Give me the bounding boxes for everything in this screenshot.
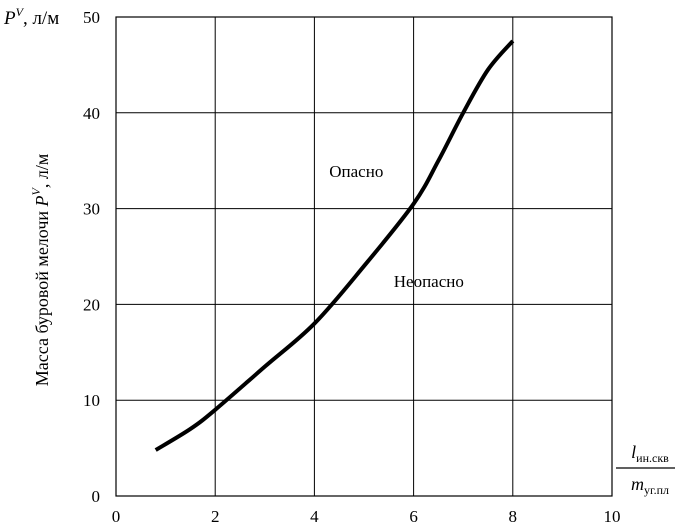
x-tick-label: 2	[211, 507, 220, 526]
region-annotation: Опасно	[329, 162, 383, 181]
y-tick-label: 40	[83, 104, 100, 123]
y-tick-label: 0	[92, 487, 101, 506]
y-tick-label: 10	[83, 391, 100, 410]
series-line	[154, 39, 515, 452]
x-label-numerator: lин.скв	[631, 442, 669, 465]
x-label-denominator: mуг.пл	[631, 474, 669, 497]
x-axis-label: lин.скв mуг.пл	[616, 442, 675, 497]
x-tick-label: 0	[112, 507, 121, 526]
x-tick-label: 4	[310, 507, 319, 526]
plot-frame	[115, 16, 613, 497]
x-tick-label: 10	[604, 507, 621, 526]
y-axis-corner-label: PV, л/м	[3, 5, 59, 29]
y-axis-label: Масса буровой мелочи PV, л/м	[29, 154, 52, 386]
annotations: Опасно Неопасно	[329, 162, 464, 291]
x-tick-label: 8	[509, 507, 518, 526]
y-tick-label: 20	[83, 295, 100, 314]
grid	[116, 17, 612, 496]
tick-labels: 0 2 4 6 8 10 0 10 20 30 40 50	[83, 8, 621, 526]
x-tick-label: 6	[409, 507, 418, 526]
series-group	[154, 39, 515, 452]
y-tick-label: 30	[83, 200, 100, 219]
y-tick-label: 50	[83, 8, 100, 27]
region-annotation: Неопасно	[394, 272, 464, 291]
